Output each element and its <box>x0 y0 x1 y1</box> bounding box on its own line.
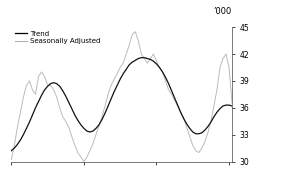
Legend: Trend, Seasonally Adjusted: Trend, Seasonally Adjusted <box>15 31 100 44</box>
Text: ’000: ’000 <box>214 7 232 16</box>
